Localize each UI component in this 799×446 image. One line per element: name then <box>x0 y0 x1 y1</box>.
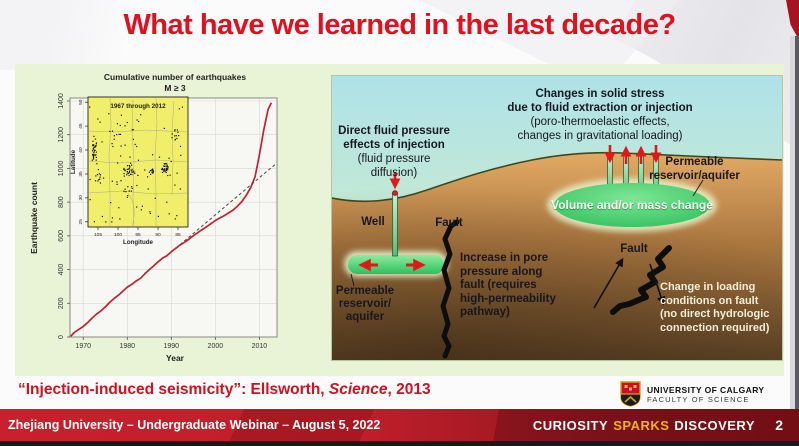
shear-arrow-up-icon <box>593 257 624 309</box>
logo-university-name: UNIVERSITY OF CALGARY <box>647 384 765 395</box>
chart-subtitle: M ≥ 3 <box>164 83 185 93</box>
tagline-word-accent: SPARKS <box>613 417 670 433</box>
wellhead-dot <box>392 190 398 196</box>
fault-right <box>610 245 672 315</box>
label-loading-conditions: Change in loading conditions on fault (n… <box>660 281 770 334</box>
axis-ticks: 1970 1980 1990 2000 2010 0 200 400 600 800 1000 120… <box>58 93 267 350</box>
trend-line <box>179 164 276 245</box>
label-changes-solid-stress: Changes in solid stress due to fluid ext… <box>507 88 693 114</box>
tagline-word: DISCOVERY <box>674 417 755 433</box>
svg-text:40: 40 <box>78 147 84 153</box>
leader-line <box>692 179 704 197</box>
label-reservoir-left: Permeable reservoir/ aquifer <box>335 285 395 323</box>
svg-text:800: 800 <box>58 196 65 208</box>
svg-text:1980: 1980 <box>119 343 135 350</box>
cumulative-earthquake-chart: 1970 1980 1990 2000 2010 0 200 400 600 800 1000 120… <box>25 68 315 370</box>
svg-text:1970: 1970 <box>75 343 91 350</box>
inset-title: 1967 through 2012 <box>110 103 166 110</box>
svg-text:200: 200 <box>58 297 65 309</box>
label-reservoir-right: Permeable reservoir/aquifer <box>649 156 740 182</box>
svg-text:1990: 1990 <box>164 343 180 350</box>
shear-arrow-down-icon <box>649 263 666 306</box>
chart-title: Cumulative number of earthquakes <box>104 72 246 82</box>
citation-text: “Injection-induced seismicity”: Ellswort… <box>18 381 329 398</box>
inset-axis-ticks: 105 100 95 90 85 50 45 40 35 30 25 <box>78 99 181 238</box>
label-volume-mass-change: Volume and/or mass change <box>551 198 713 212</box>
label-well: Well <box>361 216 385 228</box>
ground-surface-line <box>331 151 783 203</box>
svg-text:35: 35 <box>78 171 84 177</box>
state-boundaries <box>88 97 188 227</box>
diagram-scene <box>331 76 783 360</box>
background-swoosh <box>0 0 180 70</box>
tagline-word: CURIOSITY <box>532 417 609 433</box>
stress-arrows <box>604 145 662 164</box>
svg-text:2000: 2000 <box>208 343 224 350</box>
x-axis-label: Year <box>166 353 185 363</box>
inset-map: 105 100 95 90 85 50 45 40 35 30 25 1967 through 20… <box>70 96 189 246</box>
svg-text:95: 95 <box>135 232 141 238</box>
svg-text:1000: 1000 <box>58 161 65 177</box>
citation: “Injection-induced seismicity”: Ellswort… <box>18 381 431 399</box>
right-edge <box>790 36 799 441</box>
label-fault-right: Fault <box>620 243 648 255</box>
right-edge-shadow <box>795 36 799 441</box>
logo-faculty-name: FACULTY OF SCIENCE <box>647 394 750 404</box>
cumulative-curve <box>69 102 273 338</box>
induced-seismicity-diagram: Direct fluid pressure effects of injecti… <box>331 75 783 361</box>
y-axis-label: Earthquake count <box>29 182 39 254</box>
earthquake-dots <box>89 106 188 223</box>
label-poro-thermoelastic: (poro-thermoelastic effects, changes in … <box>517 116 683 142</box>
svg-text:0: 0 <box>58 335 65 339</box>
label-fluid-pressure-diffusion: (fluid pressure diffusion) <box>357 153 431 179</box>
tagline: CURIOSITY SPARKS DISCOVERY <box>533 409 755 441</box>
svg-text:1200: 1200 <box>58 127 65 143</box>
injection-well-pipe <box>392 192 398 257</box>
ucalgary-shield-icon <box>620 381 641 407</box>
inset-ylabel: Latitude <box>70 149 77 174</box>
svg-text:30: 30 <box>78 195 84 201</box>
svg-text:25: 25 <box>78 219 84 225</box>
svg-text:1400: 1400 <box>58 93 65 109</box>
citation-journal: Science <box>328 381 388 398</box>
footer-banner: Zhejiang University – Undergraduate Webi… <box>0 409 799 441</box>
svg-text:100: 100 <box>114 232 122 238</box>
svg-text:600: 600 <box>58 230 65 242</box>
page-number: 2 <box>775 417 783 433</box>
svg-text:85: 85 <box>175 232 181 238</box>
slide-title: What have we learned in the last decade? <box>123 9 676 41</box>
citation-year: , 2013 <box>387 381 431 398</box>
volume-change-ellipse <box>554 183 710 227</box>
footer-event-text: Zhejiang University – Undergraduate Webi… <box>8 418 381 432</box>
inset-xlabel: Longitude <box>123 239 153 246</box>
label-fault-left: Fault <box>435 217 463 229</box>
fault-left <box>440 219 460 359</box>
svg-text:2010: 2010 <box>252 343 268 350</box>
label-direct-fluid-pressure: Direct fluid pressure effects of injecti… <box>338 125 450 151</box>
svg-text:400: 400 <box>58 264 65 276</box>
bottom-edge <box>0 441 799 446</box>
leader-line <box>350 273 355 287</box>
svg-text:105: 105 <box>94 232 102 238</box>
logo-text: UNIVERSITY OF CALGARY FACULTY OF SCIENCE <box>647 385 765 404</box>
university-of-calgary-logo: UNIVERSITY OF CALGARY FACULTY OF SCIENCE <box>620 381 765 407</box>
svg-text:45: 45 <box>78 123 84 129</box>
svg-text:50: 50 <box>78 99 84 105</box>
data-series <box>69 102 276 338</box>
label-pore-pressure: Increase in pore pressure along fault (r… <box>460 252 556 318</box>
chart-canvas: 1970 1980 1990 2000 2010 0 200 400 600 800 1000 120… <box>29 72 278 363</box>
svg-text:90: 90 <box>155 232 161 238</box>
